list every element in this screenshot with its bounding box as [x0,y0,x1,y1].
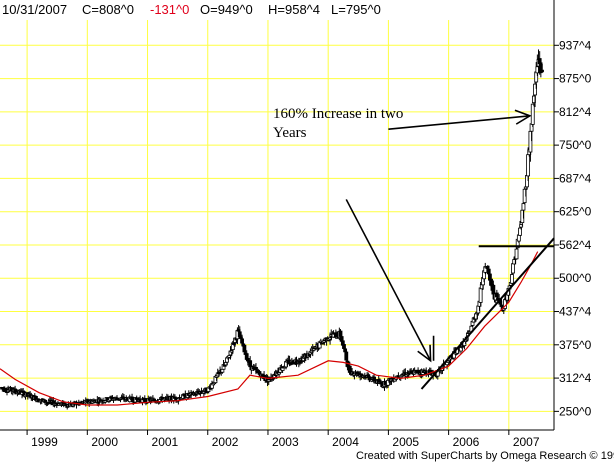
header-change: -131^0 [150,2,189,17]
y-tick-label: 937^4 [559,38,592,52]
moving-average-group [0,251,539,406]
y-tick-label: 562^4 [559,238,592,252]
header-high: H=958^4 [268,2,320,17]
x-tick-label: 2005 [392,435,419,449]
grid [0,20,554,430]
candle-body [266,379,271,382]
x-tick-label: 2002 [212,435,239,449]
candle-body [530,103,535,125]
y-tick-label: 687^4 [559,171,592,185]
y-tick-label: 375^0 [559,338,592,352]
candle-body [459,347,463,352]
header: 10/31/2007 C=808^0 -131^0 O=949^0 H=958^… [2,2,381,17]
annotation-text-line-1: 160% Increase in two [273,106,403,122]
candle-body [509,274,514,284]
credit-text: Created with SuperCharts by Omega Resear… [356,450,614,462]
header-open: O=949^0 [200,2,253,17]
candle-body [533,83,537,96]
y-tick-label: 750^0 [559,138,592,152]
x-tick-label: 2003 [272,435,299,449]
candles [0,49,544,410]
candle-body [134,397,139,400]
candle-body [13,388,18,393]
y-tick-label: 437^4 [559,305,592,319]
trend-lines [420,237,555,390]
candle-body [511,263,515,274]
candle-body [514,248,519,260]
candle-body [540,69,544,73]
header-date: 10/31/2007 [2,2,67,17]
chart-frame [0,0,555,431]
x-tick-label: 2007 [513,435,540,449]
arrow-to-high-shaft [388,115,530,130]
annotation: 160% Increase in two Years [273,106,532,363]
candle-body [277,372,282,375]
candle-body [521,203,526,211]
candle-body [220,368,225,373]
x-axis: 1999 2000 2001 2002 2003 2004 2005 2006 2007 [26,430,540,449]
candle-body [526,154,531,177]
y-tick-label: 625^0 [559,205,592,219]
candle-body [516,234,521,242]
header-close: C=808^0 [82,2,134,17]
candle-body [344,351,349,361]
x-tick-label: 2006 [453,435,480,449]
x-tick-label: 2004 [332,435,359,449]
moving-average-line [0,251,539,406]
candle-body [478,287,483,303]
arrow-to-low-head [417,344,432,363]
candle-body [518,227,522,236]
candle-body [242,344,247,353]
y-tick-label: 250^0 [559,404,592,418]
candle-body [338,330,343,337]
candle-body [494,292,499,298]
arrow-to-high-head [514,109,532,125]
y-tick-label: 812^4 [559,105,592,119]
x-tick-label: 2000 [91,435,118,449]
arrow-to-low-shaft [345,199,432,362]
y-tick-label: 875^0 [559,72,592,86]
candle-body [343,348,348,353]
candle-body [240,338,244,344]
header-low: L=795^0 [331,2,381,17]
annotation-text-line-2: Years [273,125,307,141]
y-tick-label: 500^0 [559,271,592,285]
y-tick-label: 312^4 [559,371,592,385]
candle-body [519,224,524,228]
y-axis: 250^0 312^4 375^0 437^4 500^0 562^4 625^0 687^4… [554,38,592,418]
trend-line [420,237,555,390]
x-tick-label: 2001 [152,435,179,449]
x-tick-label: 1999 [31,435,58,449]
